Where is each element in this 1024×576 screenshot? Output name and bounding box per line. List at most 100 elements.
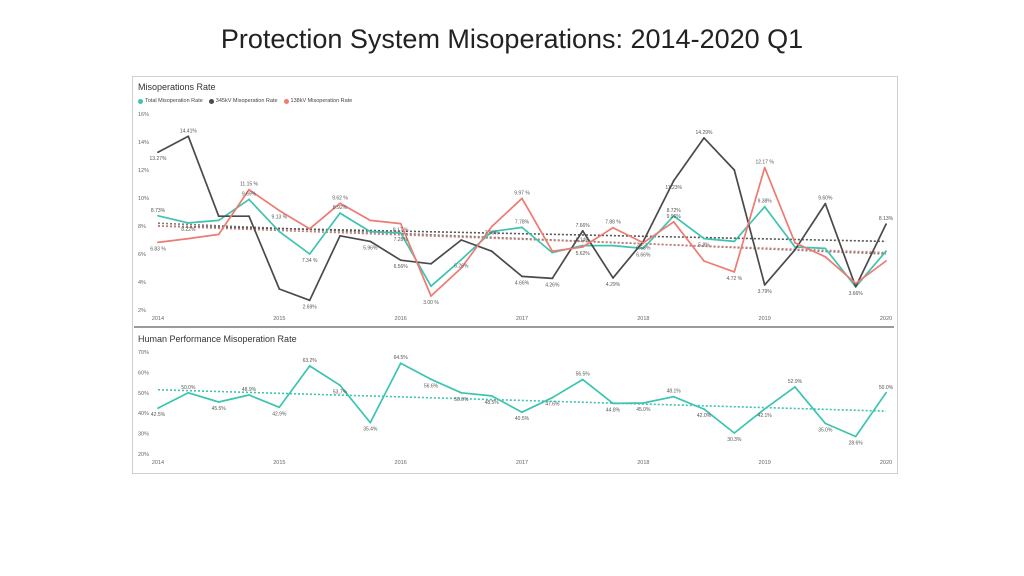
data-point bbox=[157, 407, 159, 409]
data-label: 14.41% bbox=[180, 128, 198, 134]
data-point bbox=[187, 222, 190, 224]
data-point bbox=[217, 219, 220, 222]
chart1-title: Misoperations Rate bbox=[138, 82, 216, 92]
data-label: 48.5% bbox=[485, 400, 500, 406]
data-label: 5.96% bbox=[363, 245, 378, 251]
data-point bbox=[278, 230, 281, 233]
data-point bbox=[551, 251, 554, 254]
human-performance-plot: 70% 60% 50% 40% 30% 20%2014 2015 2016 2017 2018 20… bbox=[138, 350, 894, 466]
data-label: 3.66% bbox=[849, 291, 864, 297]
series-line-total-misoperation-rate bbox=[157, 198, 887, 288]
data-point bbox=[854, 435, 857, 438]
data-label: 4.72 % bbox=[727, 276, 743, 282]
y-tick-label: 40% bbox=[138, 411, 149, 417]
misoperations-rate-panel[interactable]: Misoperations Rate Total Misoperation Ra… bbox=[134, 78, 894, 328]
data-point bbox=[642, 402, 645, 404]
data-point bbox=[551, 250, 554, 253]
data-point bbox=[369, 421, 372, 424]
data-point bbox=[885, 223, 887, 226]
data-label: 12.17 % bbox=[755, 160, 774, 166]
chart1-legend: Total Misoperation Rate 345kV Misoperati… bbox=[138, 98, 352, 104]
trendline-human-performance-misoperation-rate bbox=[157, 388, 887, 412]
data-point bbox=[490, 394, 493, 397]
legend-item-138kv[interactable]: 138kV Misoperation Rate bbox=[283, 98, 352, 104]
y-tick-label: 20% bbox=[138, 452, 149, 458]
x-tick-label: 2017 bbox=[516, 460, 528, 466]
data-point bbox=[824, 422, 827, 425]
x-tick-label: 2018 bbox=[637, 316, 649, 322]
data-point bbox=[885, 250, 887, 253]
data-point bbox=[460, 258, 463, 261]
x-tick-label: 2014 bbox=[152, 316, 164, 322]
data-label: 42.1% bbox=[758, 413, 773, 419]
human-performance-panel[interactable]: Human Performance Misoperation Rate 70% 6… bbox=[134, 330, 894, 470]
data-point bbox=[339, 212, 341, 215]
data-point bbox=[460, 239, 463, 241]
data-label: 14.29% bbox=[696, 130, 714, 136]
data-label: 63.2% bbox=[303, 358, 318, 364]
data-point bbox=[763, 205, 766, 208]
data-label: 2.69% bbox=[303, 304, 318, 310]
data-point bbox=[581, 378, 584, 381]
data-point bbox=[308, 364, 311, 367]
legend-item-345kv[interactable]: 345kV Misoperation Rate bbox=[208, 98, 278, 104]
data-label: 9.60% bbox=[818, 196, 833, 202]
data-point bbox=[157, 214, 159, 217]
data-point bbox=[430, 285, 432, 288]
data-point bbox=[854, 282, 857, 285]
data-point bbox=[885, 260, 887, 262]
data-point bbox=[278, 406, 281, 409]
data-point bbox=[794, 248, 796, 251]
legend-item-total[interactable]: Total Misoperation Rate bbox=[138, 98, 203, 104]
data-point bbox=[248, 215, 250, 218]
data-point bbox=[339, 234, 341, 237]
data-point bbox=[399, 362, 402, 365]
data-label: 8.73% bbox=[151, 208, 166, 214]
data-label: 6.83 % bbox=[150, 246, 166, 252]
data-label: 9.97 % bbox=[514, 190, 530, 196]
data-point bbox=[672, 215, 675, 217]
x-tick-label: 2019 bbox=[759, 460, 771, 466]
x-tick-label: 2018 bbox=[637, 460, 649, 466]
data-label: 8.17 % bbox=[393, 228, 409, 234]
legend-marker-total bbox=[138, 98, 143, 104]
data-label: 44.8% bbox=[606, 407, 621, 413]
y-tick-label: 16% bbox=[138, 112, 149, 118]
data-label: 47.6% bbox=[545, 402, 560, 408]
data-label: 45.0% bbox=[636, 407, 651, 413]
data-point bbox=[278, 209, 281, 212]
legend-label-total: Total Misoperation Rate bbox=[145, 98, 203, 104]
y-tick-label: 60% bbox=[138, 370, 149, 376]
data-label: 11.23% bbox=[665, 185, 682, 191]
data-point bbox=[430, 378, 432, 381]
data-point bbox=[308, 253, 311, 255]
data-point bbox=[794, 385, 796, 388]
y-tick-label: 8% bbox=[138, 224, 146, 230]
data-point bbox=[521, 275, 523, 278]
data-point bbox=[672, 395, 675, 398]
data-label: 9.62 % bbox=[332, 195, 348, 201]
data-label: 56.5% bbox=[576, 372, 591, 378]
data-label: 11.15 % bbox=[240, 182, 259, 188]
data-point bbox=[369, 219, 372, 222]
data-point bbox=[430, 295, 432, 297]
data-label: 13.27% bbox=[150, 156, 168, 162]
data-point bbox=[733, 240, 736, 243]
data-label: 7.66% bbox=[576, 223, 591, 229]
data-label: 50.0% bbox=[879, 385, 894, 391]
data-point bbox=[672, 179, 675, 182]
data-point bbox=[612, 402, 614, 405]
data-label: 30.3% bbox=[727, 437, 742, 443]
data-label: 7.78% bbox=[515, 219, 530, 225]
data-point bbox=[187, 237, 190, 240]
data-label: 6.14% bbox=[576, 238, 591, 244]
data-point bbox=[612, 244, 614, 247]
data-label: 7.28% bbox=[394, 237, 409, 243]
data-point bbox=[157, 241, 159, 244]
y-tick-label: 14% bbox=[138, 140, 149, 146]
data-label: 42.0% bbox=[697, 413, 712, 419]
x-tick-label: 2017 bbox=[516, 316, 528, 322]
data-point bbox=[763, 408, 766, 410]
data-label: 35.4% bbox=[363, 427, 378, 433]
data-label: 4.66% bbox=[515, 280, 530, 286]
